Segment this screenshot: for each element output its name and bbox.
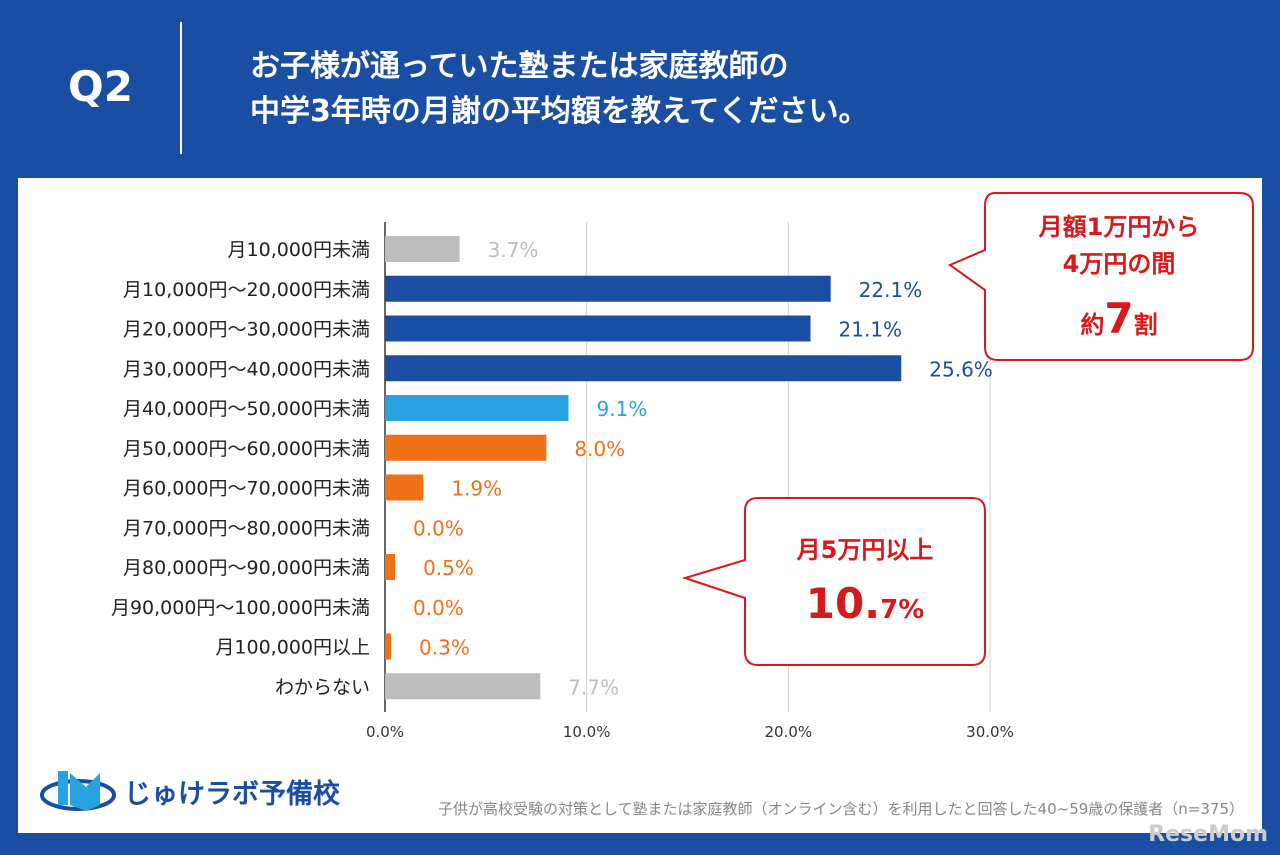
value-label: 7.7% [568, 675, 619, 699]
question-number: Q2 [68, 62, 133, 111]
bar [385, 554, 396, 580]
value-label: 8.0% [574, 437, 625, 461]
callout-bottom-line1: 月5万円以上 [796, 536, 934, 564]
callout-bottom-value: 10.7% [806, 579, 925, 628]
callout-top-line2: 4万円の間 [1063, 250, 1176, 278]
footnote: 子供が高校受験の対策として塾または家庭教師（オンライン含む）を利用したと回答した… [437, 800, 1244, 818]
bar [385, 633, 392, 660]
bar [385, 474, 424, 501]
bar [385, 275, 831, 302]
callout-top-line1: 月額1万円から [1038, 213, 1200, 241]
question-title: お子様が通っていた塾または家庭教師の 中学3年時の月謝の平均額を教えてください。 [250, 44, 868, 134]
category-label: 月50,000円～60,000円未満 [123, 438, 370, 460]
category-label: わからない [275, 676, 370, 698]
category-label: 月30,000円～40,000円未満 [123, 358, 370, 380]
category-label: 月20,000円～30,000円未満 [123, 319, 370, 341]
bar [385, 355, 902, 382]
category-label: 月100,000円以上 [215, 637, 370, 659]
x-tick-label: 20.0% [765, 723, 813, 741]
category-label: 月40,000円～50,000円未満 [123, 398, 370, 420]
logo-text: じゅけラボ予備校 [124, 778, 340, 810]
value-label: 21.1% [839, 318, 903, 342]
category-label: 月70,000円～80,000円未満 [123, 517, 370, 539]
category-label: 月90,000円～100,000円未満 [111, 597, 370, 619]
value-label: 0.5% [423, 556, 474, 580]
x-tick-label: 30.0% [966, 723, 1014, 741]
callout-top-line3: 約7割 [1080, 294, 1157, 343]
bar [385, 673, 541, 700]
category-label: 月60,000円～70,000円未満 [123, 478, 370, 500]
x-tick-label: 0.0% [366, 723, 404, 741]
value-label: 0.3% [419, 636, 470, 660]
category-label: 月80,000円～90,000円未満 [123, 557, 370, 579]
value-label: 0.0% [413, 596, 464, 620]
x-tick-label: 10.0% [563, 723, 611, 741]
title-line: 中学3年時の月謝の平均額を教えてください。 [250, 94, 869, 129]
title-line: お子様が通っていた塾または家庭教師の [250, 49, 789, 84]
category-label: 月10,000円～20,000円未満 [123, 279, 370, 301]
callout-bottom: 月5万円以上 10.7% [681, 497, 986, 666]
book-logo-icon [40, 771, 116, 811]
bar [385, 434, 547, 461]
bar [385, 395, 569, 421]
watermark: ReseMom [1148, 822, 1268, 847]
value-label: 25.6% [929, 357, 993, 381]
value-label: 1.9% [451, 477, 502, 501]
bar [385, 315, 811, 342]
logo: じゅけラボ予備校 [38, 765, 340, 817]
category-label: 月10,000円未満 [228, 239, 370, 261]
bar [385, 236, 460, 262]
value-label: 0.0% [413, 516, 464, 540]
value-label: 9.1% [597, 397, 648, 421]
header-divider [180, 22, 182, 154]
value-label: 22.1% [859, 278, 923, 302]
value-label: 3.7% [488, 238, 539, 262]
callout-top: 月額1万円から 4万円の間 約7割 [947, 192, 1254, 361]
